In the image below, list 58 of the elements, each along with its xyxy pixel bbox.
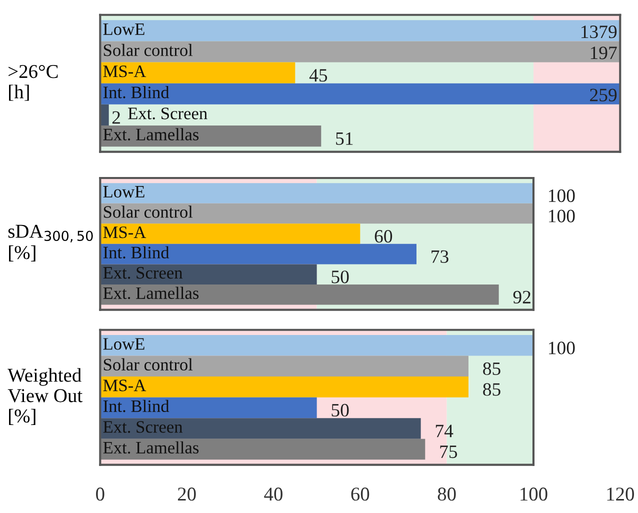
category-label: Ext. Lamellas xyxy=(103,128,199,140)
category-label: Int. Blind xyxy=(103,400,170,412)
category-label: Ext. Screen xyxy=(128,108,208,120)
bar xyxy=(100,438,426,460)
category-label: Ext. Screen xyxy=(103,267,183,279)
data-label: 50 xyxy=(332,404,349,417)
x-tick-label: 0 xyxy=(96,488,104,501)
bar xyxy=(100,376,468,398)
data-label: 73 xyxy=(432,250,448,263)
category-label: Ext. Screen xyxy=(103,421,183,433)
bar xyxy=(100,418,421,439)
y-axis-title: >26°C [h] xyxy=(8,64,58,101)
x-tick-label: 80 xyxy=(438,488,456,501)
bar xyxy=(100,284,499,305)
data-label: 100 xyxy=(549,342,575,354)
category-label: LowE xyxy=(103,338,144,350)
category-label: MS-A xyxy=(103,66,146,78)
category-label: MS-A xyxy=(103,226,146,238)
bar xyxy=(100,335,534,356)
bar xyxy=(100,224,360,244)
text: 1379 xyxy=(582,26,617,38)
bar xyxy=(100,203,534,224)
category-label: Int. Blind xyxy=(103,86,170,98)
x-tick-label: 40 xyxy=(264,488,282,501)
data-label: 74 xyxy=(436,424,454,438)
data-label: 92 xyxy=(513,290,530,304)
category-label: Solar control xyxy=(104,44,193,56)
data-label: 2 xyxy=(112,111,120,124)
data-label: 45 xyxy=(309,69,328,82)
text: 197 xyxy=(590,46,617,60)
data-label: 60 xyxy=(374,230,392,243)
bar xyxy=(100,397,317,418)
data-label: 85 xyxy=(483,362,500,376)
bar xyxy=(100,244,416,264)
data-label: 75 xyxy=(440,446,458,458)
y-axis-title: Weighted View Out [%] xyxy=(8,368,82,425)
data-label: 100 xyxy=(549,210,575,222)
y-axis-title: sDA$_{300,50}$ [%] xyxy=(8,224,93,262)
data-label: 85 xyxy=(483,383,500,396)
data-label: 100 xyxy=(549,189,575,202)
category-label: Solar control xyxy=(104,358,193,371)
data-label: 50 xyxy=(332,270,349,284)
category-label: Int. Blind xyxy=(103,246,170,258)
x-tick-label: 120 xyxy=(607,488,634,501)
bar xyxy=(100,264,317,284)
bar xyxy=(100,183,534,204)
category-label: LowE xyxy=(103,23,144,36)
bar xyxy=(100,356,468,377)
category-label: Ext. Lamellas xyxy=(103,441,199,454)
x-tick-label: 20 xyxy=(178,488,196,501)
category-label: Solar control xyxy=(104,206,193,218)
data-label: 51 xyxy=(336,132,353,145)
category-label: LowE xyxy=(103,186,144,198)
x-tick-label: 100 xyxy=(520,488,548,501)
text: 259 xyxy=(590,88,617,102)
category-label: MS-A xyxy=(103,380,146,392)
category-label: Ext. Lamellas xyxy=(103,286,199,300)
x-tick-label: 60 xyxy=(351,488,370,501)
